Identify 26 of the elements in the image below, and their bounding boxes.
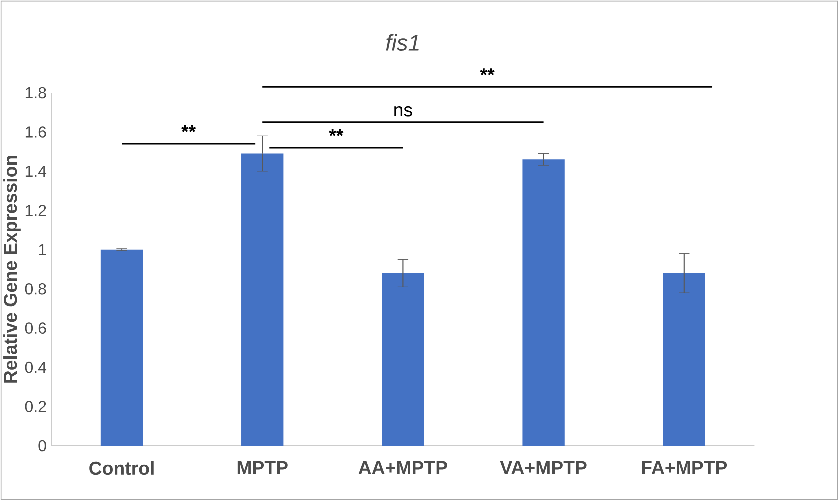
y-tick-label: 0 xyxy=(38,440,46,452)
y-tick-label: 1.8 xyxy=(26,87,46,99)
chart-title: fis1 xyxy=(386,34,419,51)
y-tick-label: 1.2 xyxy=(26,205,46,216)
x-tick-label: MPTP xyxy=(238,461,288,474)
bar xyxy=(663,273,706,446)
bar xyxy=(382,273,424,446)
x-tick-label: AA+MPTP xyxy=(358,461,448,474)
annotation: ** xyxy=(329,129,344,136)
y-axis-title: Relative Gene Expression xyxy=(4,156,21,383)
y-tick-label: 1 xyxy=(39,244,46,256)
annotation: ns xyxy=(394,106,412,117)
y-tick-label: 0.8 xyxy=(25,283,46,295)
y-tick-label: 1.4 xyxy=(26,166,47,177)
x-tick-label: VA+MPTP xyxy=(500,461,587,474)
x-tick-label: FA+MPTP xyxy=(642,461,728,474)
text: ** xyxy=(480,68,495,76)
bar xyxy=(242,154,284,446)
annotation: ** xyxy=(182,125,196,132)
y-tick-label: 0.2 xyxy=(25,401,46,412)
bar xyxy=(100,250,144,446)
bar xyxy=(522,160,565,446)
y-tick-label: 0.4 xyxy=(25,362,47,374)
x-tick-label: Control xyxy=(90,461,154,476)
y-tick-label: 0.6 xyxy=(25,322,46,334)
y-tick-label: 1.6 xyxy=(26,126,46,138)
